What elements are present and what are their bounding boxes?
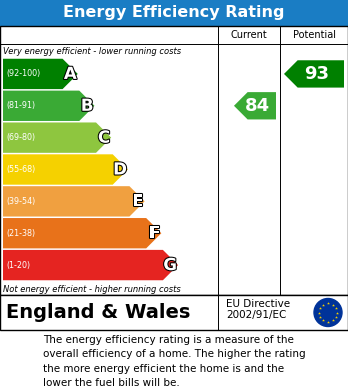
Text: Energy Efficiency Rating: Energy Efficiency Rating	[63, 5, 285, 20]
Polygon shape	[3, 154, 128, 185]
Text: (39-54): (39-54)	[6, 197, 35, 206]
Text: Current: Current	[231, 30, 267, 40]
Text: 2002/91/EC: 2002/91/EC	[226, 310, 286, 320]
Text: Not energy efficient - higher running costs: Not energy efficient - higher running co…	[3, 285, 181, 294]
Text: England & Wales: England & Wales	[6, 303, 190, 322]
Text: (21-38): (21-38)	[6, 229, 35, 238]
Bar	[0, 295, 348, 330]
Polygon shape	[3, 218, 161, 248]
Polygon shape	[3, 91, 94, 121]
Text: 84: 84	[245, 97, 270, 115]
Polygon shape	[3, 59, 78, 89]
Text: A: A	[64, 65, 77, 83]
Text: D: D	[113, 160, 127, 179]
Text: B: B	[81, 97, 94, 115]
Text: Potential: Potential	[293, 30, 335, 40]
Text: (92-100): (92-100)	[6, 70, 40, 79]
Polygon shape	[284, 60, 344, 88]
Text: (69-80): (69-80)	[6, 133, 35, 142]
Text: F: F	[149, 224, 160, 242]
Bar	[0, 26, 348, 295]
Polygon shape	[3, 186, 145, 217]
Text: (1-20): (1-20)	[6, 260, 30, 269]
Text: E: E	[132, 192, 144, 210]
Circle shape	[314, 298, 342, 326]
Text: G: G	[163, 256, 177, 274]
Text: Very energy efficient - lower running costs: Very energy efficient - lower running co…	[3, 47, 181, 57]
Text: (55-68): (55-68)	[6, 165, 35, 174]
Text: EU Directive: EU Directive	[226, 299, 290, 309]
Text: The energy efficiency rating is a measure of the
overall efficiency of a home. T: The energy efficiency rating is a measur…	[43, 335, 305, 388]
Polygon shape	[3, 122, 111, 153]
Text: 93: 93	[304, 65, 329, 83]
Polygon shape	[3, 250, 178, 280]
Polygon shape	[234, 92, 276, 119]
Text: (81-91): (81-91)	[6, 101, 35, 110]
Text: C: C	[98, 129, 110, 147]
Bar	[0, 0, 348, 26]
